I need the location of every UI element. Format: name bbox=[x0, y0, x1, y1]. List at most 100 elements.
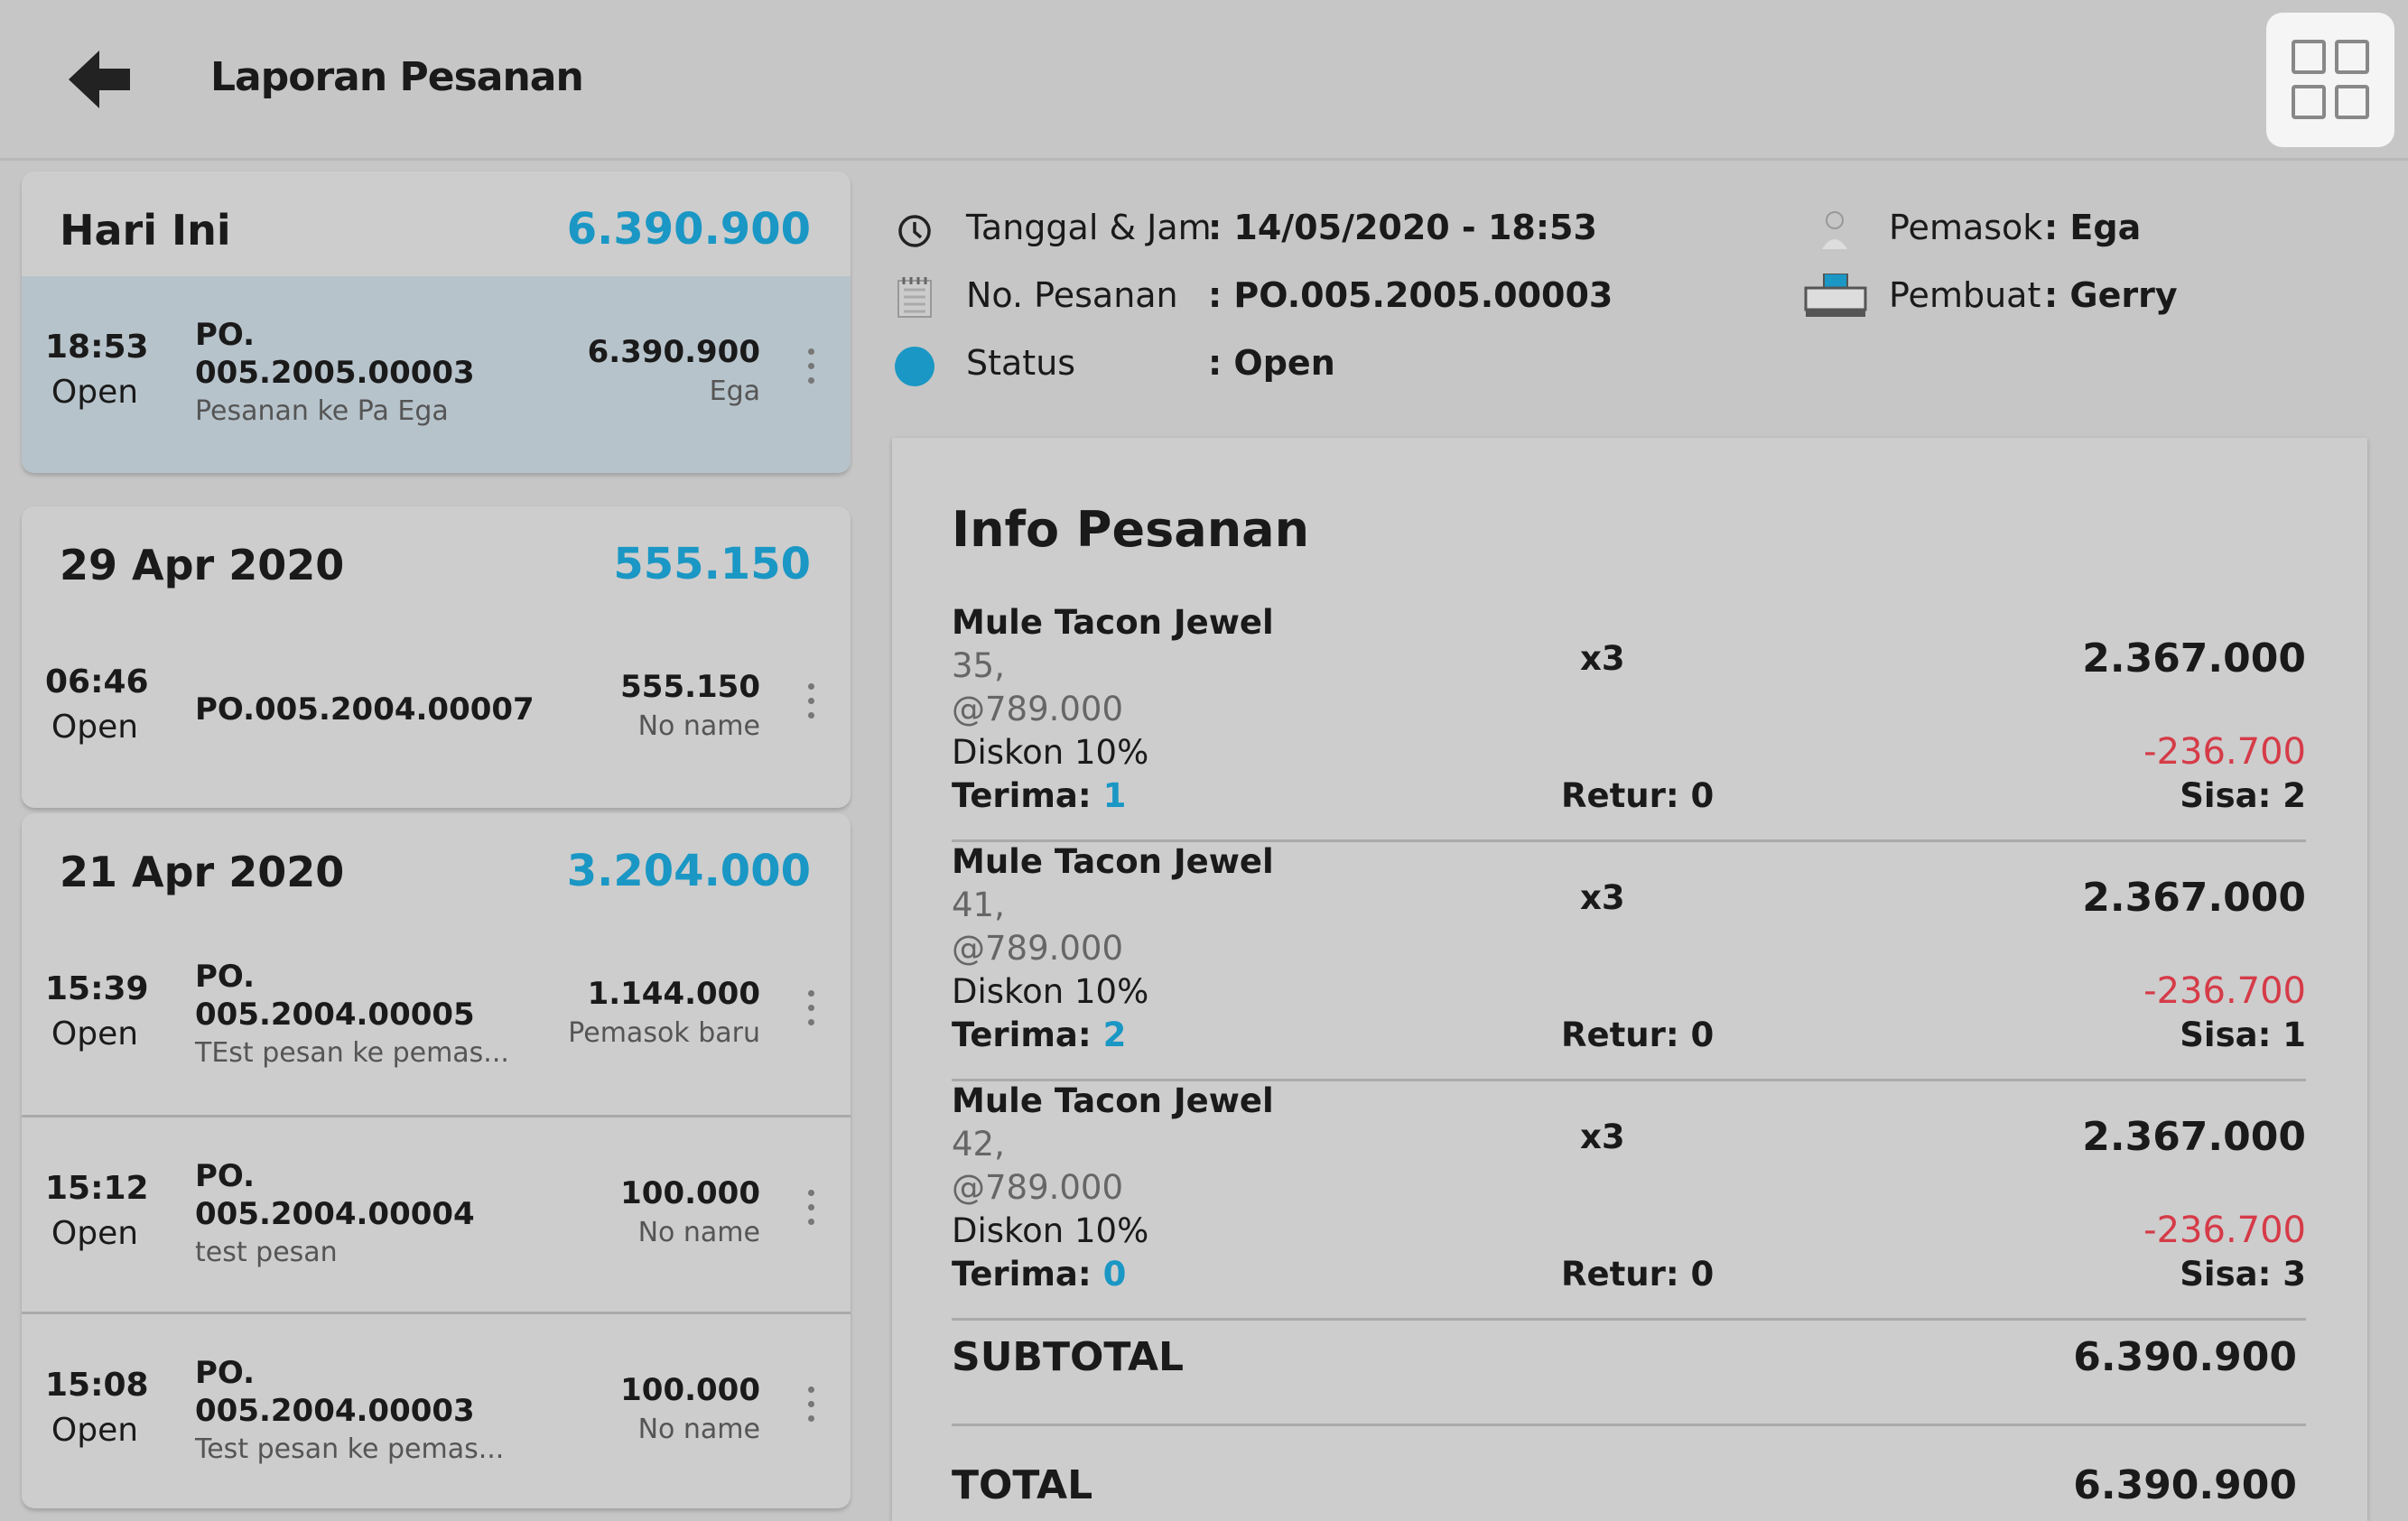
received-label: Terima: bbox=[952, 1255, 1103, 1294]
order-time: 18:53 bbox=[45, 329, 149, 366]
item-remaining: Sisa: 1 bbox=[2180, 1016, 2306, 1054]
received-label: Terima: bbox=[952, 1016, 1103, 1054]
status-value: : Open bbox=[1208, 343, 1335, 383]
item-remaining: Sisa: 3 bbox=[2180, 1255, 2306, 1294]
order-note: Test pesan ke pemas... bbox=[195, 1433, 505, 1465]
order-item: Mule Tacon Jewel 41, @789.000 Diskon 10% Ter… bbox=[952, 842, 2306, 1081]
creator-value: : Gerry bbox=[2044, 275, 2178, 315]
order-group-card: 21 Apr 2020 3.204.000 15:39 Open PO. 005.200… bbox=[22, 813, 851, 1508]
order-amount: 555.150 bbox=[620, 669, 760, 705]
order-number: PO. 005.2004.00003 bbox=[195, 1355, 475, 1429]
item-returned: Retur: 0 bbox=[1561, 776, 1715, 815]
supplier-label: Pemasok bbox=[1889, 208, 2043, 247]
supplier-value: : Ega bbox=[2044, 208, 2142, 247]
date-value: : 14/05/2020 - 18:53 bbox=[1208, 208, 1597, 247]
order-row[interactable]: 15:08 Open PO. 005.2004.00003 Test pesan ke… bbox=[22, 1312, 851, 1508]
order-supplier: No name bbox=[637, 1217, 760, 1248]
item-returned: Retur: 0 bbox=[1561, 1016, 1715, 1054]
order-row[interactable]: 15:12 Open PO. 005.2004.00004 test pesan 100… bbox=[22, 1115, 851, 1312]
group-header: 29 Apr 2020 555.150 bbox=[22, 506, 851, 611]
subtotal-label: SUBTOTAL bbox=[952, 1334, 1185, 1380]
item-amount: 2.367.000 bbox=[2082, 1114, 2306, 1160]
order-amount: 100.000 bbox=[620, 1372, 760, 1408]
order-row[interactable]: 18:53 Open PO. 005.2005.00003 Pesanan ke Pa… bbox=[22, 276, 851, 473]
item-discount-amount: -236.700 bbox=[2143, 1210, 2306, 1251]
item-variant: 35, bbox=[952, 646, 1005, 685]
group-date: 21 Apr 2020 bbox=[60, 848, 345, 896]
date-label: Tanggal & Jam bbox=[966, 208, 1212, 247]
item-quantity: x3 bbox=[1580, 878, 1625, 917]
order-status: Open bbox=[51, 1215, 139, 1252]
received-count: 0 bbox=[1102, 1255, 1127, 1294]
group-date: 29 Apr 2020 bbox=[60, 541, 345, 589]
item-amount: 2.367.000 bbox=[2082, 635, 2306, 682]
item-received: Terima: 1 bbox=[952, 776, 1126, 815]
order-status: Open bbox=[51, 1412, 139, 1449]
order-supplier: Pemasok baru bbox=[568, 1017, 760, 1049]
item-discount: Diskon 10% bbox=[952, 1211, 1149, 1250]
item-name: Mule Tacon Jewel bbox=[952, 1081, 1274, 1120]
order-no-value: : PO.005.2005.00003 bbox=[1208, 275, 1613, 315]
order-item: Mule Tacon Jewel 42, @789.000 Diskon 10% Ter… bbox=[952, 1081, 2306, 1321]
order-info-panel: Info Pesanan Mule Tacon Jewel 35, @789.000… bbox=[892, 438, 2367, 1521]
order-note: Pesanan ke Pa Ega bbox=[195, 395, 449, 427]
more-vert-icon[interactable] bbox=[804, 683, 818, 737]
group-total: 6.390.900 bbox=[566, 204, 811, 255]
order-time: 15:39 bbox=[45, 970, 149, 1007]
order-amount: 6.390.900 bbox=[587, 334, 760, 370]
status-label: Status bbox=[966, 343, 1076, 383]
more-vert-icon[interactable] bbox=[804, 1190, 818, 1244]
order-supplier: Ega bbox=[709, 376, 760, 407]
order-number: PO. 005.2004.00004 bbox=[195, 1158, 475, 1232]
item-name: Mule Tacon Jewel bbox=[952, 842, 1274, 881]
grid-view-button[interactable] bbox=[2266, 13, 2394, 147]
total-label: TOTAL bbox=[952, 1462, 1093, 1508]
received-count: 2 bbox=[1102, 1016, 1127, 1054]
more-vert-icon[interactable] bbox=[804, 990, 818, 1044]
item-received: Terima: 0 bbox=[952, 1255, 1126, 1294]
item-variant: 42, bbox=[952, 1125, 1005, 1164]
order-number: PO. 005.2005.00003 bbox=[195, 317, 475, 391]
order-amount: 100.000 bbox=[620, 1175, 760, 1211]
panel-title: Info Pesanan bbox=[952, 501, 1310, 558]
subtotal-value: 6.390.900 bbox=[2073, 1334, 2297, 1380]
app-header: Laporan Pesanan bbox=[0, 0, 2408, 161]
group-date: Hari Ini bbox=[60, 206, 231, 255]
item-name: Mule Tacon Jewel bbox=[952, 603, 1274, 642]
item-amount: 2.367.000 bbox=[2082, 875, 2306, 921]
notepad-icon bbox=[897, 277, 932, 318]
order-status: Open bbox=[51, 709, 139, 746]
received-label: Terima: bbox=[952, 776, 1103, 815]
group-total: 3.204.000 bbox=[566, 846, 811, 896]
person-icon bbox=[1822, 211, 1847, 249]
status-dot-icon bbox=[895, 347, 934, 386]
order-number: PO. 005.2004.00005 bbox=[195, 959, 475, 1033]
order-time: 15:12 bbox=[45, 1170, 149, 1207]
group-header: Hari Ini 6.390.900 bbox=[22, 172, 851, 276]
more-vert-icon[interactable] bbox=[804, 1387, 818, 1441]
item-price: @789.000 bbox=[952, 690, 1124, 728]
arrow-left-icon[interactable] bbox=[65, 47, 137, 112]
divider bbox=[952, 1424, 2306, 1426]
cashier-icon bbox=[1804, 274, 1867, 317]
order-note: TEst pesan ke pemas... bbox=[195, 1037, 509, 1069]
item-received: Terima: 2 bbox=[952, 1016, 1126, 1054]
creator-label: Pembuat bbox=[1889, 275, 2041, 315]
order-note: test pesan bbox=[195, 1237, 338, 1268]
order-row[interactable]: 06:46 Open PO.005.2004.00007 555.150 No name bbox=[22, 611, 851, 808]
item-discount-amount: -236.700 bbox=[2143, 731, 2306, 773]
order-supplier: No name bbox=[637, 1414, 760, 1445]
more-vert-icon[interactable] bbox=[804, 348, 818, 403]
group-total: 555.150 bbox=[613, 539, 811, 589]
group-header: 21 Apr 2020 3.204.000 bbox=[22, 813, 851, 918]
item-quantity: x3 bbox=[1580, 639, 1625, 678]
item-variant: 41, bbox=[952, 886, 1005, 924]
order-amount: 1.144.000 bbox=[587, 976, 760, 1012]
item-quantity: x3 bbox=[1580, 1118, 1625, 1156]
order-group-card: Hari Ini 6.390.900 18:53 Open PO. 005.2005.0… bbox=[22, 172, 851, 473]
order-row[interactable]: 15:39 Open PO. 005.2004.00005 TEst pesan ke… bbox=[22, 918, 851, 1115]
order-group-card: 29 Apr 2020 555.150 06:46 Open PO.005.2004.0… bbox=[22, 506, 851, 808]
item-remaining: Sisa: 2 bbox=[2180, 776, 2306, 815]
order-status: Open bbox=[51, 1016, 139, 1053]
item-price: @789.000 bbox=[952, 929, 1124, 968]
